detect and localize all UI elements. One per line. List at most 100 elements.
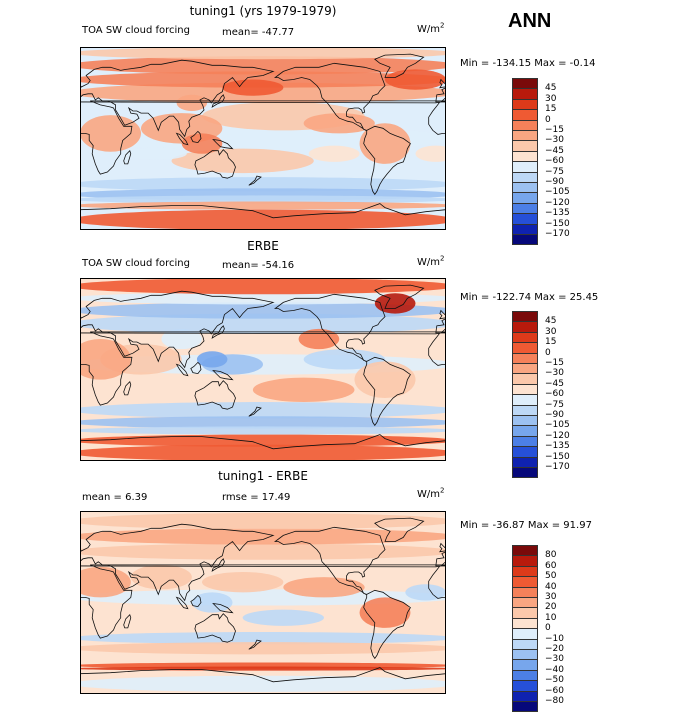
contour-region — [80, 71, 446, 88]
coastline-greenland — [374, 517, 425, 542]
contour-region — [308, 145, 360, 162]
coastline-newguinea — [212, 369, 234, 381]
colorbar-level-label: −15 — [545, 358, 564, 368]
colorbar-level-label: −40 — [545, 664, 564, 675]
contour-region — [191, 592, 233, 613]
contour-region — [176, 94, 208, 112]
colorbar-level-label: −90 — [545, 410, 564, 420]
contour-region — [252, 377, 355, 403]
panel2-map — [80, 278, 446, 461]
contour-region — [80, 631, 446, 645]
colorbar-level-label: −170 — [545, 229, 570, 239]
colorbar-level-label: 20 — [545, 602, 557, 613]
contour-region — [80, 313, 446, 334]
coastline-australia — [194, 149, 236, 179]
colorbar-level-label: −120 — [545, 430, 570, 441]
contour-region — [80, 543, 446, 560]
colorbar-level-label: −60 — [545, 156, 564, 167]
panel2-variable-label: TOA SW cloud forcing — [82, 258, 190, 269]
colorbar-level-label: 80 — [545, 550, 557, 561]
panel1-title: tuning1 (yrs 1979-1979) — [189, 4, 337, 18]
coastline-madagascar — [123, 149, 132, 165]
panel1-minmax: Min = -134.15 Max = -0.14 — [460, 58, 596, 69]
colorbar-level-label: 50 — [545, 571, 557, 582]
colorbar-level-label: 45 — [545, 316, 557, 327]
contour-region — [125, 147, 187, 160]
colorbar-level-label: 0 — [545, 114, 551, 125]
coastline-australia — [194, 380, 236, 410]
panel1-colorbar — [512, 78, 538, 246]
coastline-europe_asia — [80, 59, 446, 138]
coastline-japan — [211, 558, 225, 572]
contour-region — [80, 278, 446, 295]
panel3-map — [80, 511, 446, 694]
contour-region — [80, 566, 131, 598]
contour-field — [80, 47, 446, 230]
colorbar-level-label: −90 — [545, 177, 564, 187]
contour-region — [130, 564, 192, 590]
coastline-samerica — [363, 356, 411, 427]
contour-region — [283, 577, 365, 598]
colorbar-level-label: 0 — [545, 347, 551, 358]
colorbar-swatch — [512, 701, 538, 712]
colorbar-level-label: −10 — [545, 633, 564, 644]
panel1-map — [80, 47, 446, 230]
colorbar-level-label: −45 — [545, 145, 564, 156]
coastline-greenland — [374, 53, 425, 78]
contour-region — [80, 56, 446, 75]
panel3-units: W/m2 — [417, 486, 445, 500]
contour-region — [80, 513, 446, 530]
coastline-borneo — [190, 594, 202, 608]
coastline-africa — [80, 100, 446, 175]
coastline-borneo — [190, 361, 202, 375]
coastline-nz — [248, 639, 262, 650]
panel1-units: W/m2 — [417, 21, 445, 35]
contour-region — [80, 666, 446, 671]
map-frame — [80, 511, 446, 694]
colorbar-level-label: 30 — [545, 592, 557, 602]
panel3-colorbar — [512, 545, 538, 712]
coastline-australia — [194, 613, 236, 643]
contour-region — [80, 302, 446, 319]
coastline-europe_asia — [80, 523, 446, 602]
coastline-madagascar — [123, 613, 132, 629]
contour-region — [222, 79, 284, 96]
colorbar-level-label: −135 — [545, 208, 570, 219]
contour-region — [80, 209, 446, 230]
contour-region — [80, 528, 446, 545]
contour-region — [415, 145, 446, 162]
contour-field — [80, 278, 446, 461]
colorbar-level-label: 15 — [545, 337, 557, 348]
colorbar-level-label: −105 — [545, 187, 570, 198]
coastline-newguinea — [212, 602, 234, 614]
contour-region — [80, 339, 131, 380]
panel3-rmse-label: rmse = 17.49 — [222, 492, 291, 503]
contour-region — [303, 349, 385, 370]
contour-region — [80, 675, 446, 692]
colorbar-level-label: −30 — [545, 135, 564, 146]
colorbar-level-label: 0 — [545, 623, 551, 634]
coastline-namerica — [274, 293, 386, 362]
coastline-europe_asia — [80, 290, 446, 369]
colorbar-level-label: −45 — [545, 378, 564, 389]
colorbar-level-label: −170 — [545, 462, 570, 472]
contour-region — [385, 69, 446, 90]
contour-region — [80, 201, 446, 210]
coastline-namerica — [274, 526, 386, 595]
colorbar-level-label: −50 — [545, 675, 564, 686]
coastline-nz — [248, 175, 262, 186]
colorbar-level-label: 40 — [545, 581, 557, 592]
contour-region — [80, 416, 446, 429]
colorbar-level-label: −30 — [545, 368, 564, 379]
colorbar-level-label: 60 — [545, 560, 557, 571]
panel3-mean-label: mean = 6.39 — [82, 492, 148, 503]
coastline-japan — [211, 325, 225, 339]
colorbar-level-label: −60 — [545, 389, 564, 400]
map-frame — [80, 47, 446, 230]
colorbar-level-label: 10 — [545, 612, 557, 623]
coastline-nz — [248, 406, 262, 417]
contour-region — [80, 115, 141, 152]
contour-region — [359, 123, 411, 164]
coastline-antarctica — [80, 203, 446, 219]
contour-region — [80, 177, 446, 192]
